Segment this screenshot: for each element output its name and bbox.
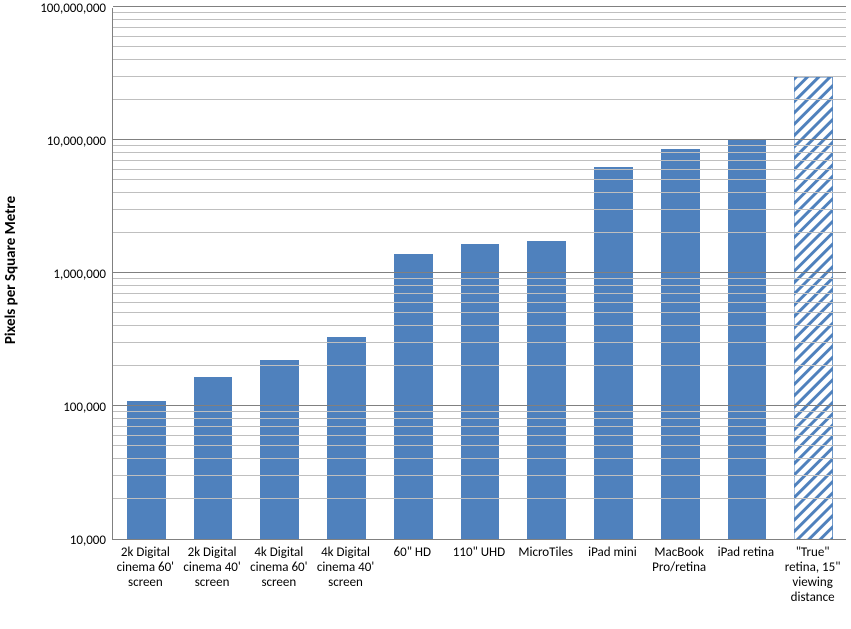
gridline: [113, 405, 846, 406]
gridline: [113, 179, 846, 180]
bar: [327, 337, 366, 539]
gridline: [113, 99, 846, 100]
plot-area: [112, 8, 846, 540]
gridline: [113, 445, 846, 446]
gridline: [113, 36, 846, 37]
x-tick-label: 2k Digitalcinema 60'screen: [112, 546, 179, 591]
x-tick-label: "True"retina, 15"viewingdistance: [779, 546, 846, 606]
x-tick-label: MacBookPro/retina: [646, 546, 713, 576]
gridline: [113, 365, 846, 366]
bar: [260, 360, 299, 539]
y-tick-label: 10,000,000: [22, 135, 106, 148]
bar: [594, 167, 633, 539]
pixel-density-bar-chart: Pixels per Square Metre 10,000 100,000 1,0…: [0, 0, 851, 629]
bar: [728, 139, 767, 539]
gridline: [113, 46, 846, 47]
gridline: [113, 192, 846, 193]
x-tick-label: MicroTiles: [512, 546, 579, 561]
bar: [461, 244, 500, 539]
y-tick-label: 100,000,000: [22, 2, 106, 15]
gridline: [113, 312, 846, 313]
gridline: [113, 19, 846, 20]
y-axis-title: Pixels per Square Metre: [0, 0, 22, 539]
gridline: [113, 169, 846, 170]
y-axis-title-text: Pixels per Square Metre: [2, 195, 20, 343]
x-tick-label: iPad mini: [579, 546, 646, 561]
gridline: [113, 160, 846, 161]
gridline: [113, 293, 846, 294]
gridline: [113, 12, 846, 13]
gridline: [113, 426, 846, 427]
y-tick-label: 1,000,000: [22, 268, 106, 281]
gridline: [113, 152, 846, 153]
gridline: [113, 325, 846, 326]
gridline: [113, 27, 846, 28]
y-tick-label: 10,000: [22, 534, 106, 547]
gridline: [113, 285, 846, 286]
gridline: [113, 272, 846, 273]
y-tick-label: 100,000: [22, 401, 106, 414]
gridline: [113, 209, 846, 210]
gridline: [113, 458, 846, 459]
x-tick-label: 110" UHD: [446, 546, 513, 561]
gridline: [113, 59, 846, 60]
bar: [127, 401, 166, 540]
gridline: [113, 411, 846, 412]
gridline: [113, 475, 846, 476]
x-tick-label: 4k Digitalcinema 60'screen: [245, 546, 312, 591]
bar: [394, 254, 433, 539]
gridline: [113, 498, 846, 499]
gridline: [113, 145, 846, 146]
gridline: [113, 6, 846, 7]
gridline: [113, 418, 846, 419]
x-tick-label: iPad retina: [713, 546, 780, 561]
gridline: [113, 342, 846, 343]
gridline: [113, 435, 846, 436]
x-tick-label: 4k Digitalcinema 40'screen: [312, 546, 379, 591]
gridline: [113, 232, 846, 233]
gridline: [113, 139, 846, 140]
x-tick-label: 60" HD: [379, 546, 446, 561]
bar: [661, 149, 700, 539]
gridline: [113, 302, 846, 303]
x-tick-label: 2k Digitalcinema 40'screen: [179, 546, 246, 591]
bars-layer: [113, 8, 846, 539]
gridline: [113, 278, 846, 279]
gridline: [113, 76, 846, 77]
